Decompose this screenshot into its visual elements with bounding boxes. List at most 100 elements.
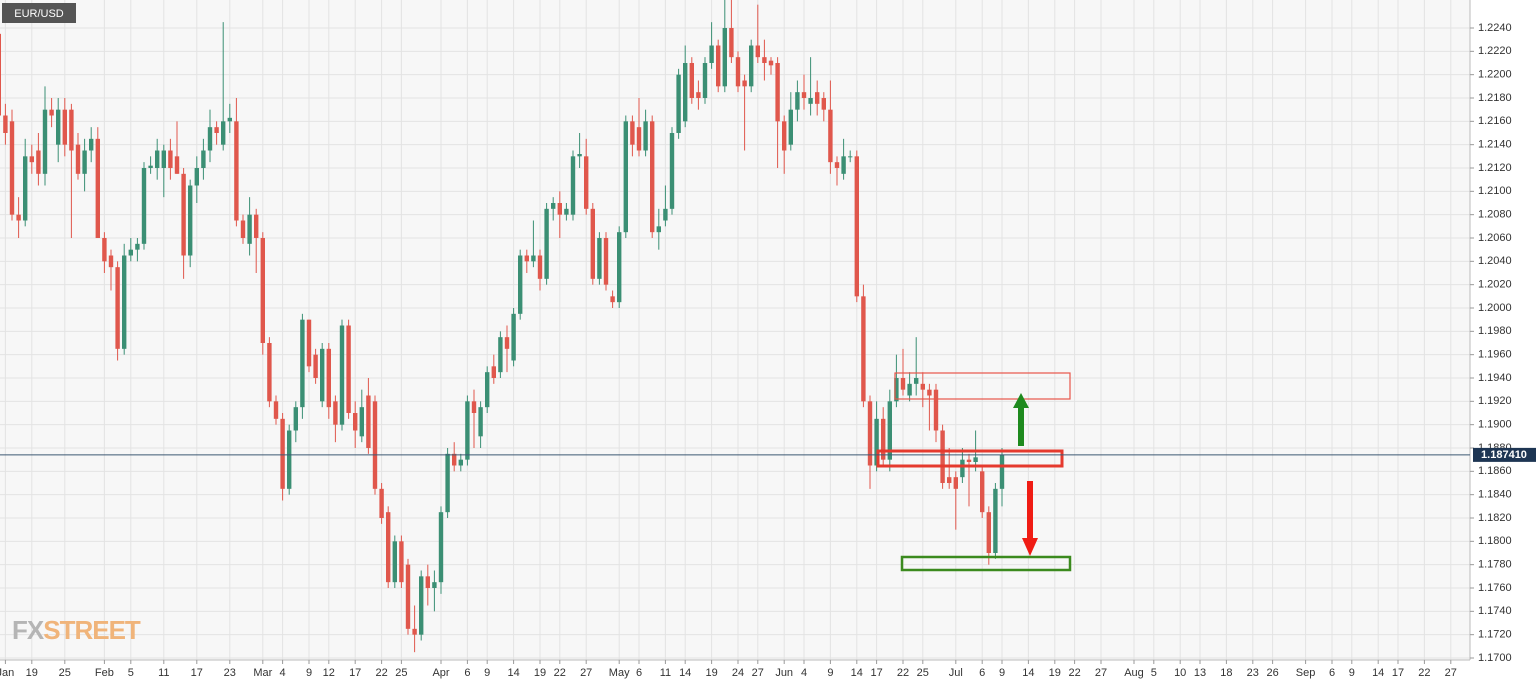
candle-body — [478, 407, 483, 437]
axes: 1.1700 1.1720 1.1740 1.1760 1.1780 1.1800 1.18… — [0, 22, 1536, 679]
x-tick-label: 9 — [827, 667, 833, 679]
candle-body — [432, 582, 437, 588]
x-tick-label: 6 — [1329, 667, 1335, 679]
candle-body — [762, 57, 767, 63]
x-tick-label: 22 — [375, 667, 387, 679]
candle-body — [504, 337, 510, 349]
candle-body — [221, 121, 226, 145]
x-tick-label: 6 — [636, 667, 642, 679]
y-tick-label: 1.2120 — [1478, 162, 1512, 174]
candle-body — [531, 255, 536, 262]
candle-body — [834, 162, 840, 168]
y-tick-label: 1.1740 — [1478, 605, 1512, 617]
candle-body — [353, 413, 358, 431]
candle-body — [749, 45, 754, 87]
candle-body — [214, 127, 219, 133]
candle-body — [551, 203, 556, 209]
candle-body — [689, 63, 694, 98]
candle-body — [999, 455, 1005, 489]
candle-body — [273, 401, 279, 419]
x-tick-label: Feb — [95, 667, 114, 679]
candle-body — [577, 154, 582, 157]
x-tick-label: Jan — [0, 667, 14, 679]
candle-body — [366, 395, 371, 448]
candle-body — [0, 33, 1, 116]
candle-body — [980, 471, 985, 513]
x-tick-label: Sep — [1296, 667, 1316, 679]
candle-body — [135, 243, 140, 250]
candle-body — [881, 418, 886, 460]
candle-body — [194, 168, 199, 186]
x-tick-label: 9 — [484, 667, 490, 679]
x-tick-label: 22 — [1068, 667, 1080, 679]
y-tick-label: 1.1720 — [1478, 629, 1512, 641]
x-tick-label: May — [609, 667, 630, 679]
y-tick-label: 1.2200 — [1478, 69, 1512, 81]
plot-area — [0, 0, 1470, 660]
candle-body — [623, 121, 628, 233]
candle-body — [29, 156, 34, 163]
candle-body — [735, 57, 741, 87]
x-tick-label: 11 — [158, 667, 169, 679]
x-tick-label: 22 — [897, 667, 909, 679]
y-tick-label: 1.2180 — [1478, 92, 1512, 104]
y-tick-label: 1.1800 — [1478, 535, 1512, 547]
x-tick-label: 19 — [705, 667, 717, 679]
candle-body — [841, 156, 846, 174]
candle-body — [102, 238, 107, 262]
y-tick-label: 1.1900 — [1478, 419, 1512, 431]
pivot-zone — [876, 449, 1064, 468]
candle-body — [960, 459, 965, 478]
candle-body — [89, 138, 94, 151]
candle-body — [141, 168, 147, 244]
candle-body — [260, 238, 265, 343]
y-tick-label: 1.2160 — [1478, 115, 1512, 127]
x-tick-label: 17 — [870, 667, 882, 679]
x-tick-label: 19 — [26, 667, 38, 679]
candle-body — [293, 407, 298, 431]
candle-body — [808, 98, 813, 104]
candle-body — [775, 63, 780, 122]
candle-body — [650, 121, 655, 233]
y-tick-label: 1.2060 — [1478, 232, 1512, 244]
candle-body — [669, 133, 675, 209]
y-tick-label: 1.1980 — [1478, 325, 1512, 337]
candle-body — [702, 63, 708, 98]
x-tick-label: 17 — [191, 667, 203, 679]
y-tick-label: 1.1840 — [1478, 489, 1512, 501]
candle-body — [23, 156, 28, 221]
candle-body — [122, 255, 127, 349]
x-tick-label: 14 — [1022, 667, 1034, 679]
y-tick-label: 1.2220 — [1478, 45, 1512, 57]
x-tick-label: 22 — [1418, 667, 1430, 679]
candle-body — [524, 255, 529, 262]
candle-body — [887, 401, 892, 460]
candle-body — [861, 296, 866, 402]
candle-body — [359, 407, 364, 437]
watermark-street: STREET — [43, 615, 141, 645]
candle-body — [485, 372, 490, 408]
candle-body — [755, 45, 760, 58]
candle-body — [518, 255, 523, 314]
x-tick-label: 13 — [1194, 667, 1206, 679]
candle-body — [867, 401, 873, 466]
candle-body — [564, 208, 569, 215]
candle-body — [392, 541, 397, 583]
candle-body — [9, 121, 15, 215]
candle-body — [346, 325, 351, 413]
candle-body — [280, 418, 285, 489]
candle-body — [372, 401, 378, 489]
candle-body — [471, 401, 477, 413]
x-tick-label: 17 — [1392, 667, 1404, 679]
y-tick-label: 1.1940 — [1478, 372, 1512, 384]
x-tick-label: 25 — [395, 667, 407, 679]
candle-body — [405, 564, 411, 629]
y-tick-label: 1.2040 — [1478, 255, 1512, 267]
candle-body — [966, 459, 972, 462]
candle-body — [49, 109, 54, 116]
candle-body — [815, 92, 820, 104]
x-tick-label: 5 — [128, 667, 134, 679]
candle-body — [782, 121, 787, 151]
watermark: FXSTREET — [12, 615, 141, 645]
x-tick-label: Apr — [432, 667, 449, 679]
